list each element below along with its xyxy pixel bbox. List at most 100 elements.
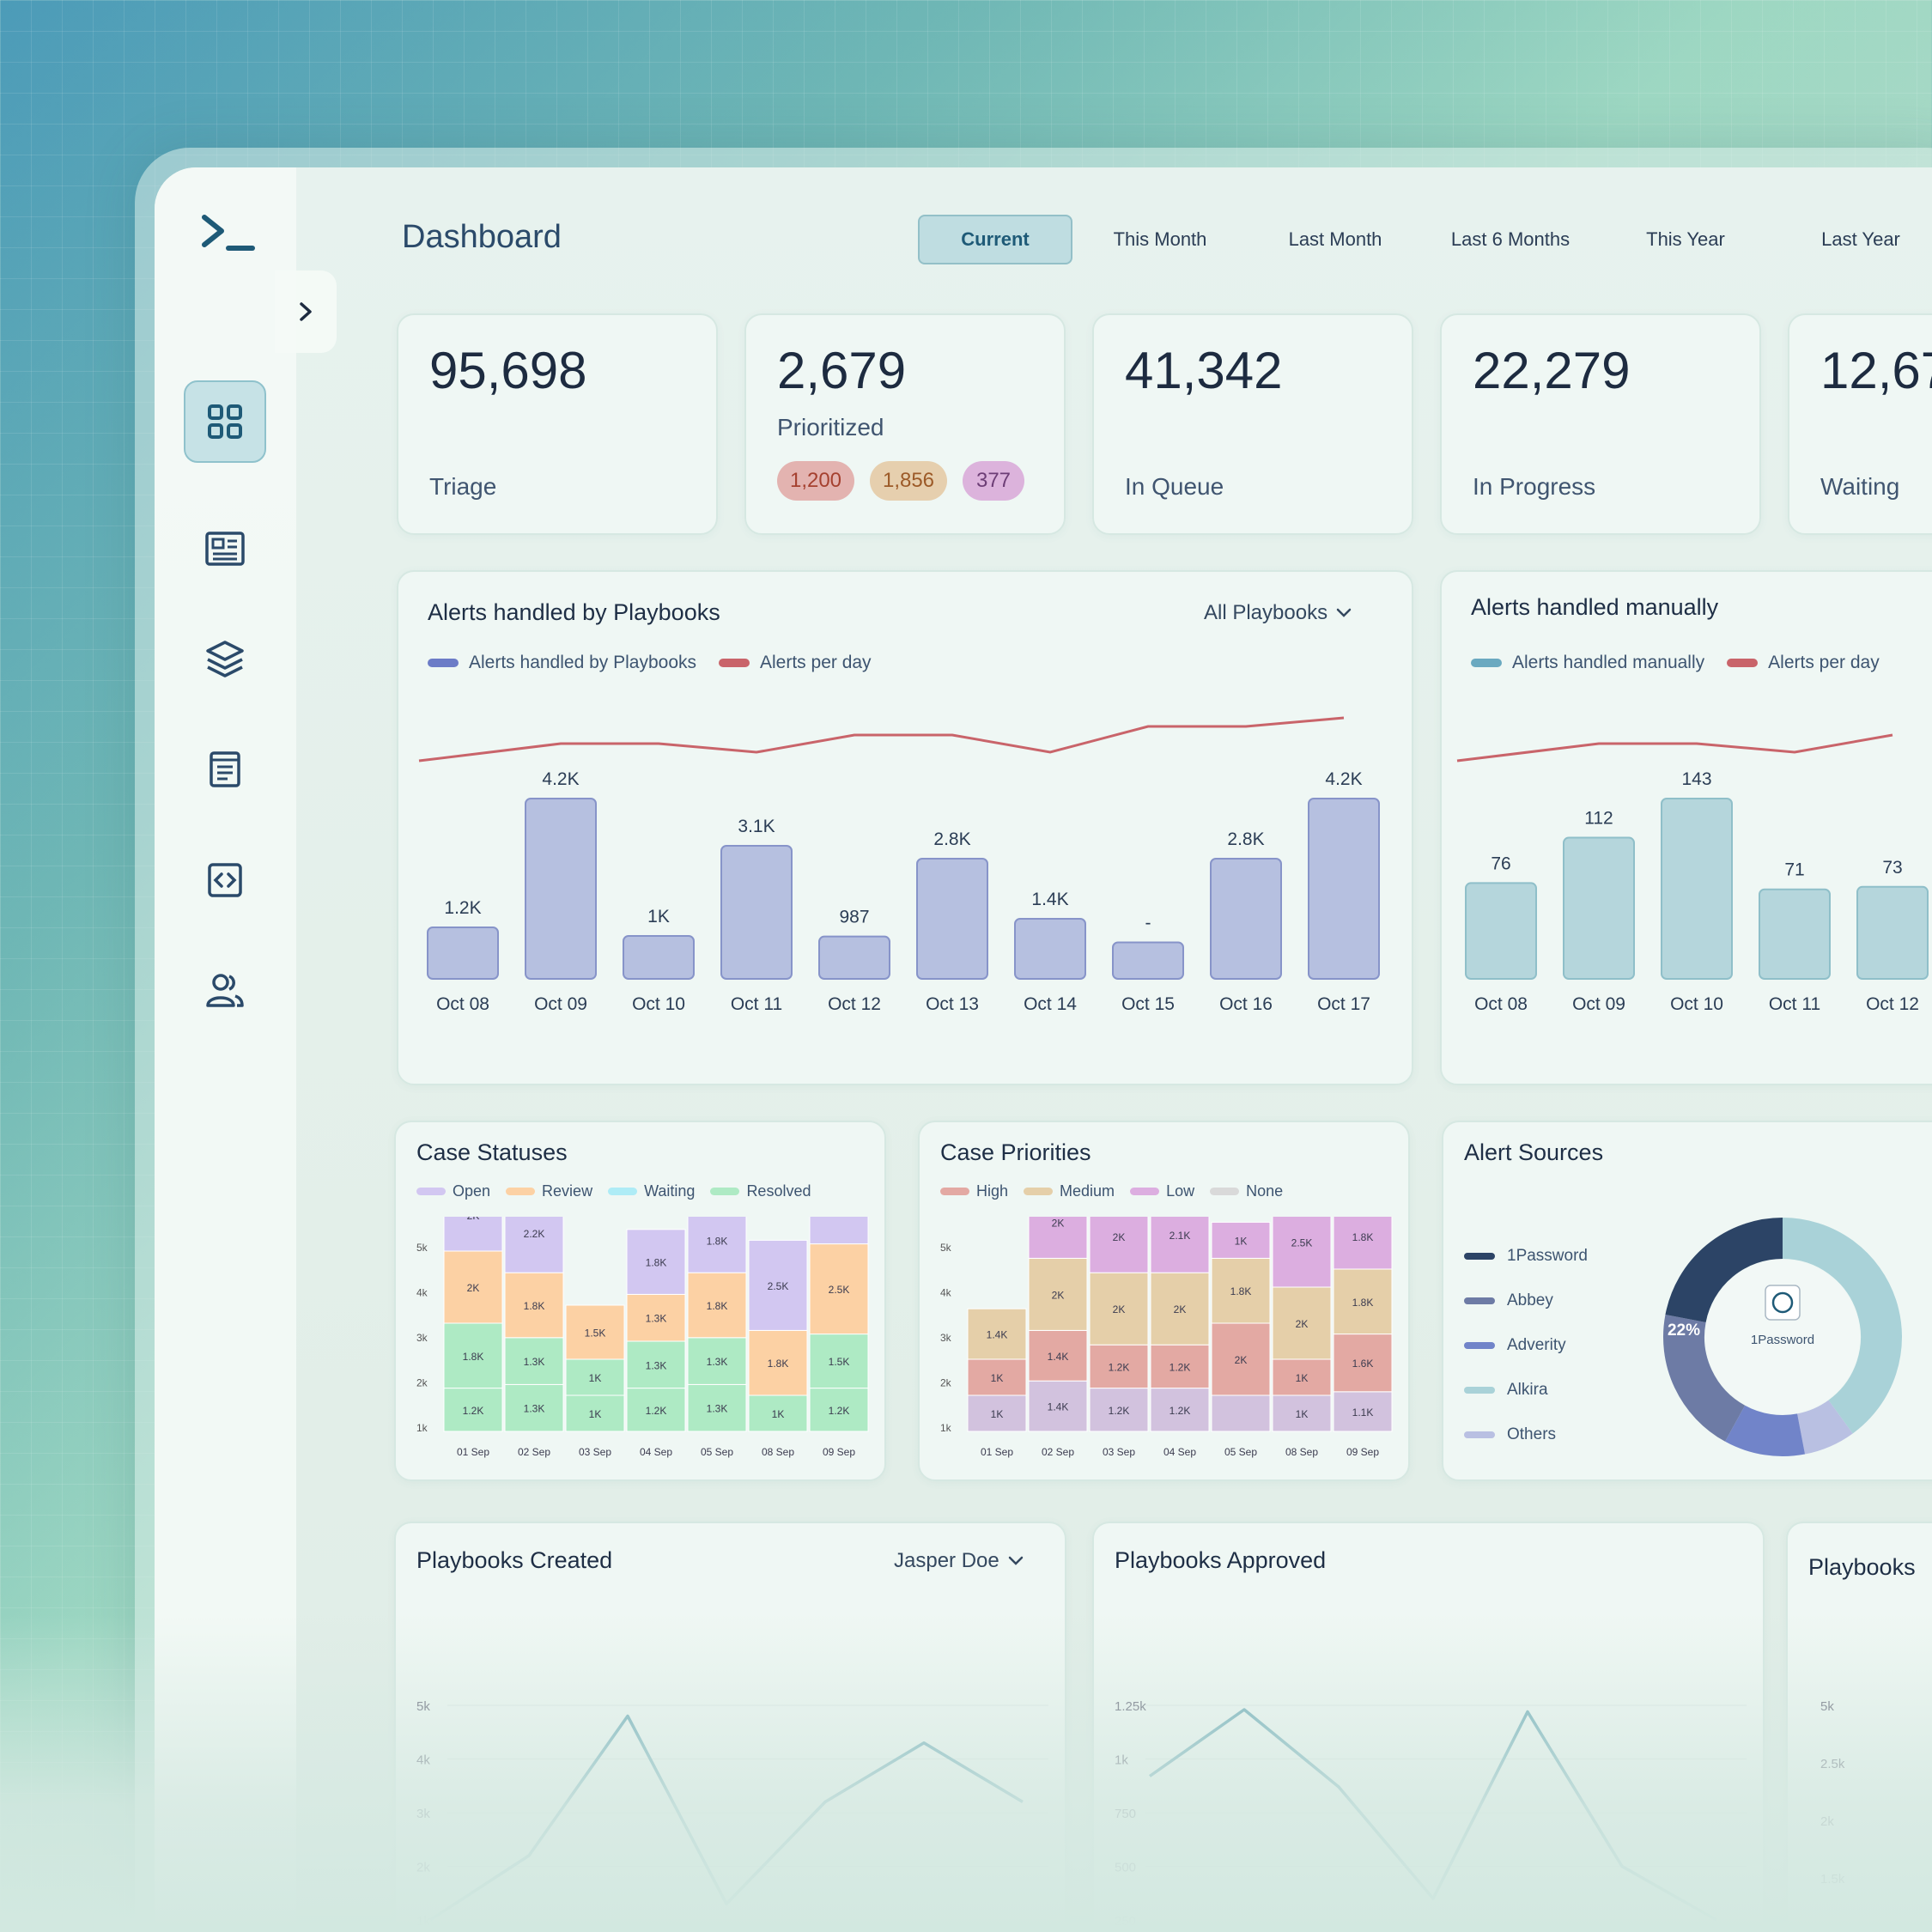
- legend-item: Resolved: [710, 1182, 811, 1200]
- stack-segment: [1272, 1217, 1332, 1288]
- tab-last-6-months[interactable]: Last 6 Months: [1450, 228, 1571, 250]
- y-tick-label: 3k: [940, 1332, 952, 1344]
- segment-label: 1.2K: [1170, 1405, 1191, 1417]
- stack-segment: [967, 1308, 1027, 1360]
- y-tick-label: 1k: [1115, 1753, 1128, 1768]
- stack-segment: [809, 1217, 869, 1245]
- y-tick-label: 2k: [416, 1861, 430, 1875]
- segment-label: 1.2K: [463, 1405, 484, 1417]
- percent-label: 22%: [1668, 1321, 1700, 1340]
- segment-label: 1K: [991, 1408, 1004, 1420]
- stat-value: 41,342: [1125, 342, 1283, 399]
- legend-swatch: [1727, 659, 1759, 667]
- playbooks-approved-line-chart: 1.25k 1k 750 500 250: [1115, 1699, 1747, 1929]
- page-title: Dashboard: [402, 219, 562, 255]
- segment-label: 1.4K: [1048, 1351, 1069, 1363]
- tab-this-month[interactable]: This Month: [1113, 228, 1207, 250]
- y-tick-label: 3k: [416, 1332, 428, 1344]
- segment-label: 2K: [1052, 1289, 1065, 1301]
- manual-alerts-card: Alerts handled manually Alerts handled m…: [1440, 570, 1932, 1085]
- x-axis-label: 02 Sep: [1042, 1446, 1074, 1458]
- alerts-per-day-line: [418, 716, 1345, 762]
- nav-code[interactable]: [184, 839, 266, 921]
- nav-dashboard[interactable]: [184, 380, 266, 463]
- stack-segment: [443, 1250, 503, 1324]
- stat-label: Triage: [429, 473, 497, 500]
- nav-news[interactable]: [184, 507, 266, 590]
- playbooks-created-line-chart: 5k 4k 3k 2k 1k: [416, 1699, 1048, 1929]
- x-axis-label: Oct 13: [926, 994, 979, 1014]
- x-axis-label: Oct 08: [436, 994, 489, 1014]
- legend-swatch: [1464, 1387, 1495, 1394]
- stat-card-in-progress[interactable]: 22,279 In Progress: [1440, 313, 1761, 535]
- stack-segment: [1089, 1344, 1149, 1389]
- legend-label: Others: [1507, 1425, 1557, 1443]
- segment-label: 1.2K: [1170, 1361, 1191, 1373]
- legend-label: High: [976, 1182, 1009, 1200]
- playbooks-filter-dropdown[interactable]: All Playbooks: [1204, 601, 1352, 625]
- sidebar-collapse-button[interactable]: [275, 270, 337, 353]
- case-statuses-stacked-chart: 5k 4k 3k 2k 1k 1.2K 1.8K 2K 2K 01 Sep 1.3K 1.3K 1.8K…: [416, 1217, 869, 1458]
- chart-legend: Open Review Waiting Resolved: [416, 1182, 811, 1200]
- segment-label: 1.5K: [829, 1356, 850, 1368]
- stat-card-waiting[interactable]: 12,67 Waiting: [1788, 313, 1932, 535]
- x-axis-label: Oct 11: [731, 994, 782, 1014]
- x-axis-label: 05 Sep: [1224, 1446, 1257, 1458]
- tab-this-year[interactable]: This Year: [1646, 228, 1725, 250]
- segment-label: 1.2K: [1109, 1361, 1130, 1373]
- tab-last-year[interactable]: Last Year: [1821, 228, 1900, 250]
- priority-pill-low[interactable]: 377: [963, 461, 1024, 501]
- tab-current[interactable]: Current: [918, 215, 1072, 264]
- stack-segment: [687, 1337, 747, 1385]
- legend-item: 1Password: [1464, 1234, 1588, 1279]
- stack-segment: [443, 1322, 503, 1389]
- donut-slice: [1663, 1314, 1746, 1442]
- legend-item: Open: [416, 1182, 490, 1200]
- legend-item: Alkira: [1464, 1368, 1588, 1413]
- segment-label: 2.2K: [524, 1228, 545, 1240]
- playbooks-bar-chart: 1.2K Oct 08 4.2K Oct 09 1K Oct 10 3.1K Oct 11 98…: [418, 716, 1380, 1014]
- y-tick-label: 2k: [940, 1377, 952, 1389]
- stack-segment: [1333, 1268, 1393, 1335]
- chart-legend: Alerts handled manually Alerts per day: [1471, 653, 1892, 673]
- x-axis-label: 09 Sep: [823, 1446, 855, 1458]
- legend-label: Medium: [1060, 1182, 1115, 1200]
- donut-hole: [1705, 1260, 1860, 1414]
- legend-swatch: [1464, 1297, 1495, 1304]
- stack-segment: [1272, 1286, 1332, 1360]
- nav-reports[interactable]: [184, 728, 266, 811]
- stack-segment: [1150, 1344, 1210, 1389]
- nav-users[interactable]: [184, 949, 266, 1031]
- stack-segment: [565, 1394, 625, 1432]
- stat-card-prioritized[interactable]: 2,679 Prioritized 1,200 1,856 377: [744, 313, 1066, 535]
- segment-label: 1.8K: [646, 1257, 667, 1269]
- dropdown-label: Jasper Doe: [894, 1549, 999, 1572]
- bar: [818, 935, 890, 980]
- legend-swatch: [608, 1188, 638, 1195]
- bar: [1563, 836, 1635, 980]
- stat-card-in-queue[interactable]: 41,342 In Queue: [1092, 313, 1413, 535]
- x-axis-label: Oct 09: [534, 994, 587, 1014]
- user-filter-dropdown[interactable]: Jasper Doe: [894, 1549, 1024, 1573]
- donut-slice: [1725, 1405, 1806, 1456]
- playbooks-alerts-card: Alerts handled by Playbooks All Playbook…: [397, 570, 1413, 1085]
- stack-segment: [1150, 1272, 1210, 1346]
- legend-label: Open: [453, 1182, 491, 1200]
- legend-swatch: [1464, 1253, 1495, 1260]
- stack-segment: [504, 1217, 564, 1273]
- segment-label: 2.5K: [1291, 1237, 1313, 1249]
- x-axis-label: Oct 15: [1121, 994, 1175, 1014]
- segment-label: 1.3K: [524, 1356, 545, 1368]
- nav-layers[interactable]: [184, 618, 266, 701]
- playbooks-approved-card: Playbooks Approved 1.25k 1k 750 500 250: [1092, 1522, 1765, 1932]
- priority-pill-medium[interactable]: 1,856: [870, 461, 947, 501]
- stat-card-triage[interactable]: 95,698 Triage: [397, 313, 718, 535]
- grid-icon: [208, 404, 242, 439]
- priority-pill-high[interactable]: 1,200: [777, 461, 854, 501]
- case-statuses-card: Case Statuses Open Review Waiting Resolv…: [394, 1121, 886, 1481]
- y-tick-label: 5k: [940, 1242, 952, 1254]
- y-tick-label: 250: [1115, 1914, 1136, 1929]
- stack-segment: [687, 1217, 747, 1273]
- tab-last-month[interactable]: Last Month: [1288, 228, 1382, 250]
- y-tick-label: 2.5k: [1820, 1757, 1845, 1771]
